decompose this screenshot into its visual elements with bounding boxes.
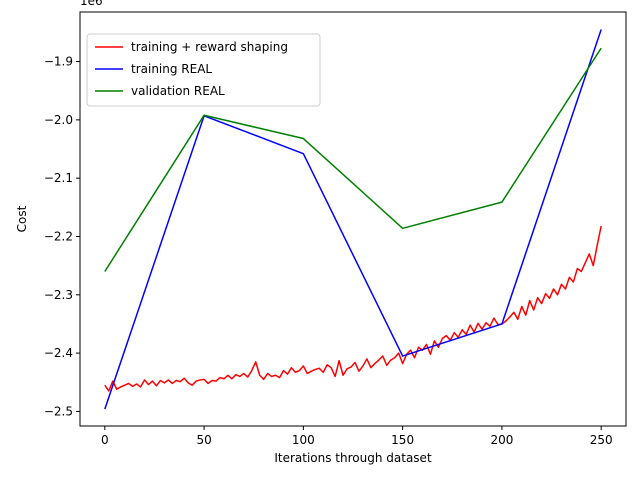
series-line-2	[104, 29, 602, 410]
x-tick-label: 200	[490, 433, 513, 447]
series-line-1	[104, 225, 602, 392]
y-axis-offset-label: 1e6	[80, 0, 103, 8]
y-tick-label: −1.9	[44, 55, 73, 69]
y-tick-label: −2.5	[44, 404, 73, 418]
y-tick-label: −2.2	[44, 229, 73, 243]
legend-label-1: training + reward shaping	[131, 40, 288, 54]
series-line-3	[104, 47, 602, 272]
series-lines	[104, 29, 602, 410]
y-axis-label: Cost	[15, 205, 29, 232]
y-axis-ticks: −2.5 −2.4 −2.3 −2.2 −2.1 −2.0 −1.9	[44, 55, 80, 418]
x-tick-label: 250	[590, 433, 613, 447]
axes-frame	[79, 11, 627, 427]
x-tick-label: 100	[292, 433, 315, 447]
x-tick-label: 150	[391, 433, 414, 447]
legend: training + reward shaping training REAL va…	[86, 33, 321, 107]
x-tick-label: 50	[196, 433, 211, 447]
y-tick-label: −2.4	[44, 346, 73, 360]
y-tick-label: −2.0	[44, 113, 73, 127]
legend-label-2: training REAL	[131, 62, 212, 76]
y-tick-label: −2.1	[44, 171, 73, 185]
legend-label-3: validation REAL	[131, 84, 225, 98]
x-axis-label: Iterations through dataset	[274, 451, 432, 465]
y-tick-label: −2.3	[44, 288, 73, 302]
legend-box	[86, 33, 321, 107]
x-tick-label: 0	[101, 433, 109, 447]
x-axis-ticks: 0 50 100 150 200 250	[101, 426, 613, 447]
